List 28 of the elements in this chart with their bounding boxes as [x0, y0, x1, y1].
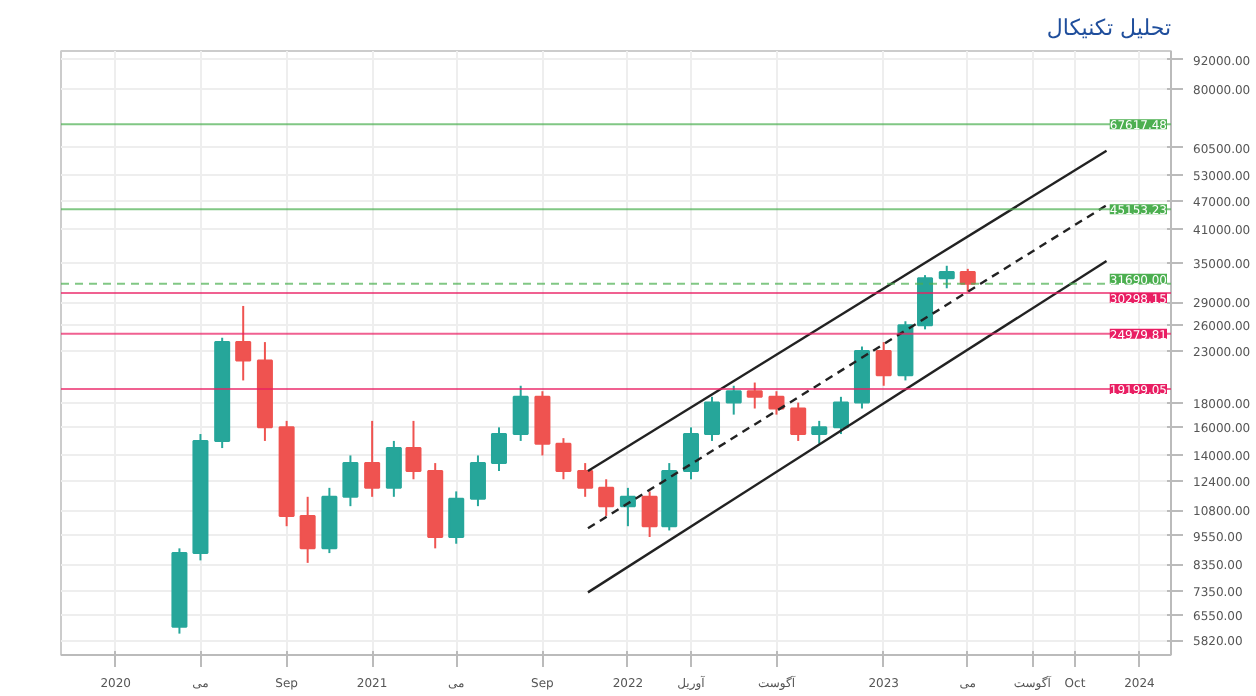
candlestick [641, 490, 658, 538]
candlestick [235, 304, 252, 382]
candlestick [598, 478, 615, 517]
candlestick [342, 454, 359, 508]
candlestick [704, 395, 721, 442]
candlestick [490, 426, 507, 473]
chart-title: تحلیل تکنیکال [1046, 15, 1172, 41]
candlestick [725, 384, 742, 416]
candlestick [534, 390, 551, 457]
candlestick [768, 390, 785, 416]
candlestick [555, 437, 572, 481]
candlestick [790, 401, 807, 442]
candlestick [917, 274, 934, 331]
candlestick [385, 439, 402, 498]
candlestick [938, 264, 955, 290]
candlestick [299, 495, 316, 564]
candlestick [832, 395, 849, 436]
candlestick [448, 490, 465, 545]
candlestick [469, 454, 486, 508]
candlestick [875, 341, 892, 387]
candlestick [577, 462, 594, 498]
candlestick [746, 381, 763, 410]
candlestick [682, 426, 699, 481]
candlestick [959, 267, 976, 293]
candlestick [811, 419, 828, 445]
candlestick [512, 384, 529, 442]
candlestick [364, 419, 381, 498]
candlestick [405, 419, 422, 481]
